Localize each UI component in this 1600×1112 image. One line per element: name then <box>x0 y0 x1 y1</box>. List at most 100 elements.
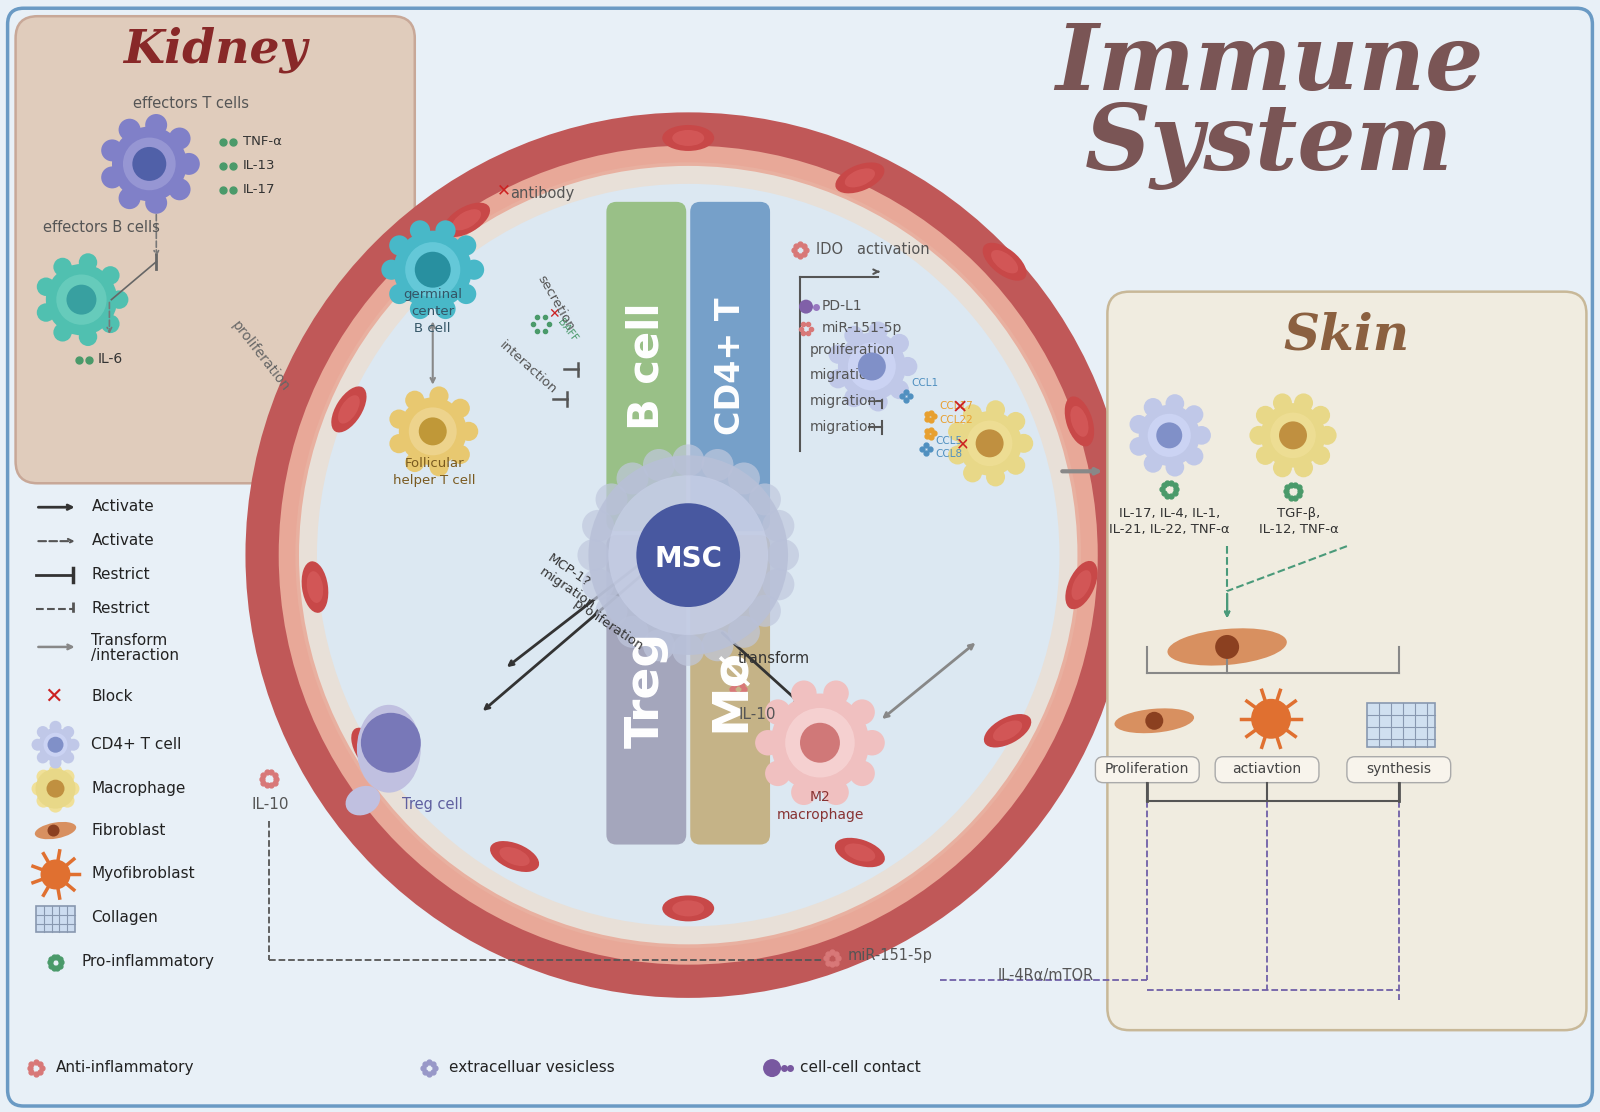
Text: Proliferation: Proliferation <box>1106 762 1189 776</box>
Ellipse shape <box>845 844 875 862</box>
Circle shape <box>859 729 885 755</box>
Circle shape <box>1310 446 1330 465</box>
Circle shape <box>46 264 117 335</box>
Text: CCL1: CCL1 <box>912 378 939 388</box>
Circle shape <box>112 127 187 201</box>
Circle shape <box>101 266 120 285</box>
Text: migration: migration <box>810 420 877 435</box>
Text: migration: migration <box>810 368 877 383</box>
Ellipse shape <box>1168 628 1286 666</box>
FancyBboxPatch shape <box>1347 757 1451 783</box>
Circle shape <box>595 484 627 515</box>
Text: IL-10: IL-10 <box>251 796 288 812</box>
Text: CCL17: CCL17 <box>939 401 973 411</box>
Text: CCL5: CCL5 <box>936 436 963 446</box>
Circle shape <box>451 445 470 464</box>
Circle shape <box>1270 413 1315 458</box>
Text: Myofibroblast: Myofibroblast <box>91 866 195 882</box>
Text: Treg: Treg <box>624 632 669 748</box>
Circle shape <box>672 445 704 476</box>
Circle shape <box>966 420 1013 466</box>
Circle shape <box>749 484 781 515</box>
Circle shape <box>858 353 886 380</box>
Circle shape <box>595 595 627 627</box>
Circle shape <box>1006 411 1026 430</box>
Text: IL-13: IL-13 <box>243 159 275 172</box>
Text: Anti-inflammatory: Anti-inflammatory <box>56 1060 194 1075</box>
FancyBboxPatch shape <box>8 8 1592 1106</box>
Circle shape <box>419 417 446 445</box>
Circle shape <box>53 324 72 341</box>
Text: CCL22: CCL22 <box>939 416 973 426</box>
Text: secretion: secretion <box>534 272 576 332</box>
Circle shape <box>869 393 888 411</box>
Circle shape <box>869 321 888 340</box>
Ellipse shape <box>443 202 490 237</box>
Circle shape <box>78 254 98 271</box>
Circle shape <box>408 407 456 455</box>
Circle shape <box>37 726 48 738</box>
Circle shape <box>1157 423 1182 448</box>
Text: proliferation: proliferation <box>229 319 293 395</box>
Circle shape <box>963 464 982 483</box>
Circle shape <box>435 299 456 319</box>
Circle shape <box>146 192 166 214</box>
Circle shape <box>362 713 421 773</box>
Text: synthesis: synthesis <box>1366 762 1432 776</box>
Ellipse shape <box>307 572 323 603</box>
Ellipse shape <box>1115 708 1194 733</box>
Circle shape <box>616 616 648 648</box>
Circle shape <box>1006 456 1026 475</box>
FancyBboxPatch shape <box>1107 291 1587 1030</box>
Circle shape <box>62 726 74 738</box>
Circle shape <box>845 388 864 407</box>
Circle shape <box>1184 405 1203 424</box>
Ellipse shape <box>984 714 1032 747</box>
Text: Block: Block <box>91 688 133 704</box>
Circle shape <box>616 463 648 495</box>
Text: IL-4Rα/mTOR: IL-4Rα/mTOR <box>998 969 1094 983</box>
Circle shape <box>755 729 781 755</box>
Text: Restrict: Restrict <box>91 600 150 616</box>
Circle shape <box>389 434 408 454</box>
Text: Restrict: Restrict <box>91 567 150 582</box>
Circle shape <box>824 780 848 805</box>
Circle shape <box>168 128 190 149</box>
Text: ✕: ✕ <box>952 398 968 417</box>
Circle shape <box>410 299 430 319</box>
Circle shape <box>728 616 760 648</box>
Text: Transform: Transform <box>91 633 168 648</box>
Circle shape <box>53 258 72 276</box>
Ellipse shape <box>1072 570 1091 599</box>
Circle shape <box>890 380 909 399</box>
Circle shape <box>1256 406 1275 425</box>
Text: migration: migration <box>810 395 877 408</box>
FancyBboxPatch shape <box>606 535 686 844</box>
Circle shape <box>898 357 917 376</box>
Circle shape <box>50 757 61 768</box>
Circle shape <box>1310 406 1330 425</box>
Circle shape <box>986 400 1005 419</box>
Circle shape <box>890 334 909 353</box>
Text: Activate: Activate <box>91 499 154 514</box>
Circle shape <box>1165 394 1184 413</box>
Circle shape <box>790 681 816 706</box>
Circle shape <box>1165 458 1184 477</box>
Circle shape <box>389 284 410 304</box>
Circle shape <box>48 798 62 813</box>
Circle shape <box>582 568 614 600</box>
Circle shape <box>381 259 402 280</box>
Bar <box>35 906 75 932</box>
Ellipse shape <box>331 386 366 433</box>
Circle shape <box>949 423 966 441</box>
Text: Activate: Activate <box>91 533 154 548</box>
Circle shape <box>1139 405 1200 466</box>
Circle shape <box>582 510 614 542</box>
Circle shape <box>766 539 798 572</box>
Circle shape <box>765 699 790 725</box>
Circle shape <box>701 629 733 662</box>
Circle shape <box>1144 398 1163 417</box>
Circle shape <box>1144 454 1163 473</box>
Text: Immune: Immune <box>1054 20 1483 109</box>
Circle shape <box>61 794 75 807</box>
